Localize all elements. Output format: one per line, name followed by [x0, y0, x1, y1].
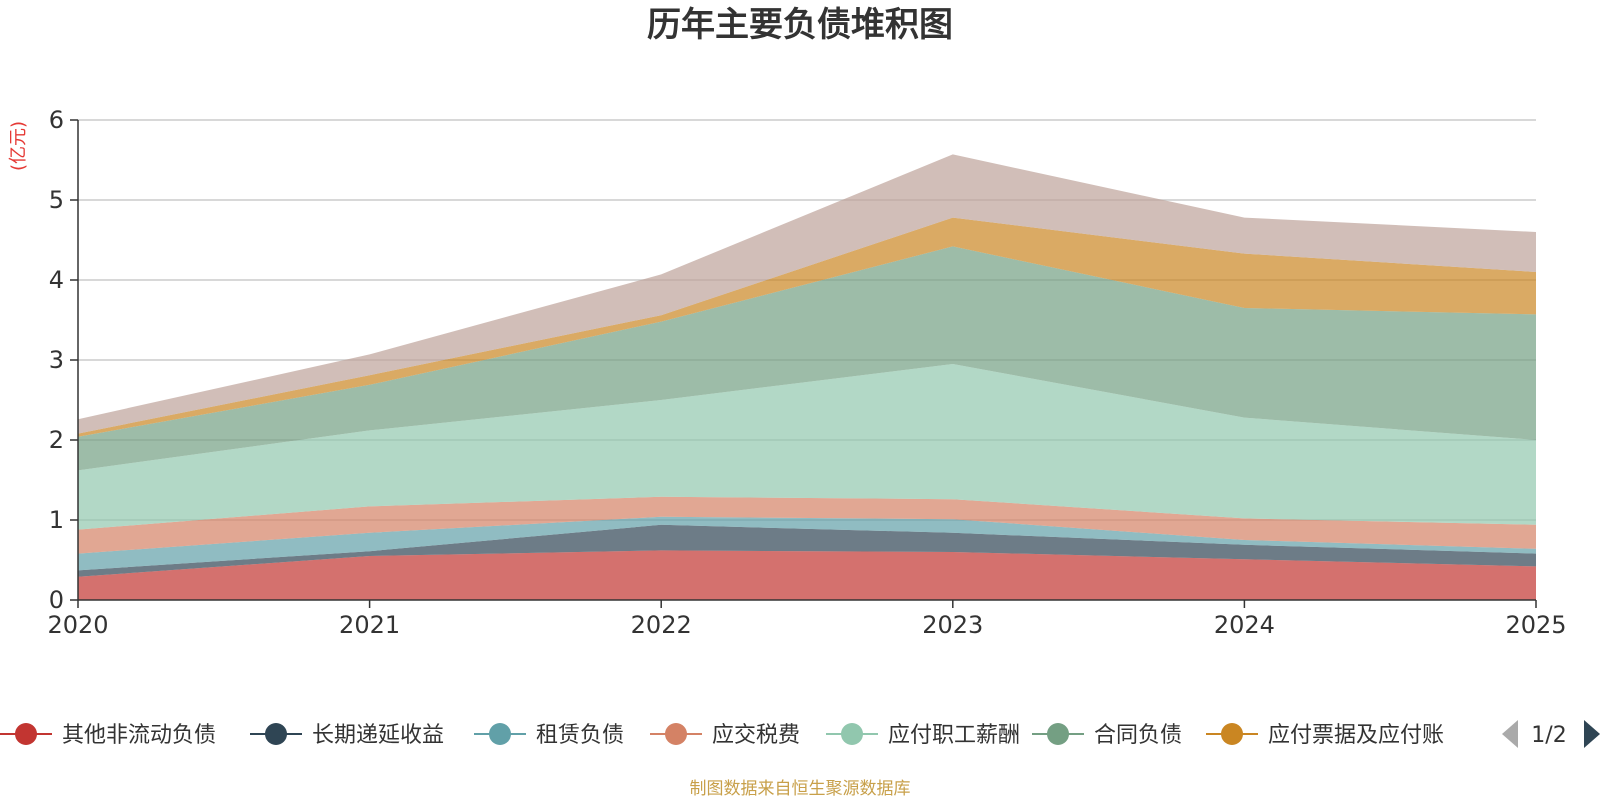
legend-marker-icon	[665, 723, 687, 745]
legend-item[interactable]: 应付票据及应付账	[1206, 723, 1444, 748]
y-tick-labels: 0 1 2 3 4 5 6	[49, 106, 64, 614]
legend-label: 应付职工薪酬	[888, 723, 1020, 748]
area-series-8	[78, 154, 1536, 434]
area-series-1	[78, 550, 1536, 600]
y-tick-label: 1	[49, 506, 64, 534]
area-series-3	[78, 516, 1536, 571]
legend-label: 应付票据及应付账	[1268, 723, 1444, 748]
y-tick-label: 6	[49, 106, 64, 134]
y-tick-label: 3	[49, 346, 64, 374]
legend-item[interactable]: 其他非流动负债	[0, 723, 216, 748]
legend-marker-icon	[265, 723, 287, 745]
legend-label: 租赁负债	[536, 723, 624, 748]
legend-item[interactable]: 长期递延收益	[250, 723, 444, 748]
x-tick-label: 2025	[1505, 611, 1566, 639]
legend-label: 其他非流动负债	[62, 723, 216, 748]
legend-marker-icon	[841, 723, 863, 745]
y-axis-unit-label: (亿元)	[8, 121, 29, 171]
legend-label: 应交税费	[712, 723, 800, 748]
legend-page-indicator: 1/2	[1531, 723, 1566, 748]
source-note: 制图数据来自恒生聚源数据库	[690, 779, 911, 799]
y-tick-label: 5	[49, 186, 64, 214]
x-tick-label: 2020	[47, 611, 108, 639]
area-series-6	[78, 246, 1536, 471]
legend-item[interactable]: 合同负债	[1032, 723, 1182, 748]
x-tick-labels: 2020 2021 2022 2023 2024 2025	[47, 611, 1566, 639]
y-tick-label: 2	[49, 426, 64, 454]
legend-next-page-icon[interactable]	[1584, 720, 1600, 748]
legend: 其他非流动负债 长期递延收益 租赁负债 应交税费 应付职工薪酬 合同负债 应付票据及应付账	[0, 723, 1444, 748]
legend-item[interactable]: 租赁负债	[474, 723, 624, 748]
area-series-7	[78, 217, 1536, 437]
legend-item[interactable]: 应付职工薪酬	[826, 723, 1020, 748]
area-series	[78, 154, 1536, 600]
legend-marker-icon	[489, 723, 511, 745]
y-tick-label: 0	[49, 586, 64, 614]
axes	[70, 119, 1537, 608]
area-series-5	[78, 364, 1536, 530]
x-tick-label: 2022	[631, 611, 692, 639]
area-series-2	[78, 524, 1536, 577]
chart-title: 历年主要负债堆积图	[647, 5, 953, 45]
x-tick-label: 2021	[339, 611, 400, 639]
area-series-4	[78, 496, 1536, 554]
x-tick-label: 2023	[922, 611, 983, 639]
legend-label: 合同负债	[1094, 723, 1182, 748]
legend-label: 长期递延收益	[312, 723, 444, 748]
legend-item[interactable]: 应交税费	[650, 723, 800, 748]
legend-marker-icon	[1221, 723, 1243, 745]
legend-marker-icon	[15, 723, 37, 745]
x-tick-label: 2024	[1214, 611, 1275, 639]
legend-prev-page-icon[interactable]	[1502, 720, 1518, 748]
legend-pager: 1/2	[1502, 720, 1600, 748]
legend-marker-icon	[1047, 723, 1069, 745]
y-tick-label: 4	[49, 266, 64, 294]
